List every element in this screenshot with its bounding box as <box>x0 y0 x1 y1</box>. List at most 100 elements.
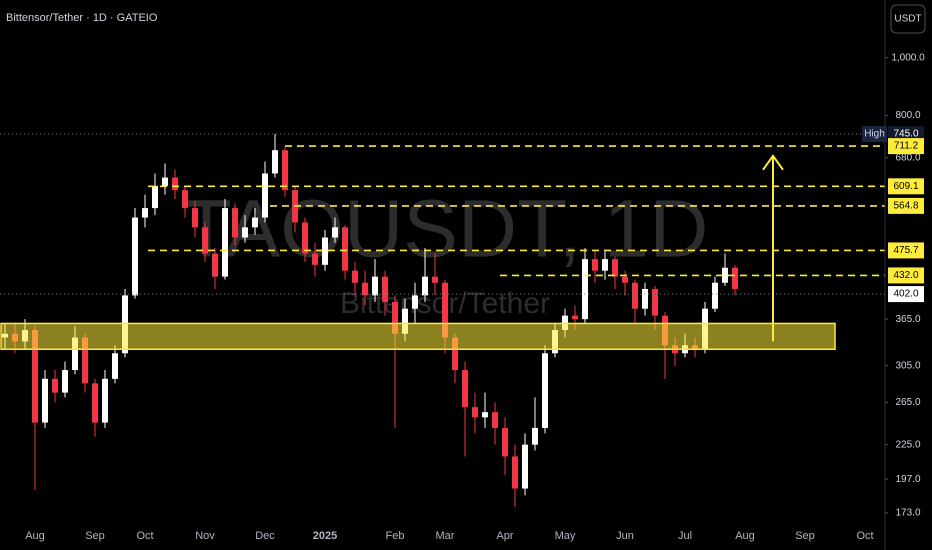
candle-body <box>272 150 278 174</box>
x-tick-label: Aug <box>25 530 45 542</box>
y-tick-label: 197.0 <box>895 474 920 485</box>
x-tick-label: Mar <box>436 530 455 542</box>
candle-body <box>422 276 428 296</box>
candle-body <box>372 276 378 296</box>
candle-body <box>82 337 88 384</box>
candle-body <box>532 427 538 445</box>
x-tick-label: Jul <box>678 530 692 542</box>
y-tick-label: 800.0 <box>895 110 920 121</box>
candle-body <box>332 227 338 238</box>
candle-body <box>232 208 238 238</box>
high-name: High <box>864 129 885 140</box>
x-tick-label: Apr <box>496 530 513 542</box>
level-label: 432.0 <box>893 270 918 281</box>
y-tick-label: 265.0 <box>895 397 920 408</box>
candle-body <box>392 301 398 334</box>
candle-body <box>492 412 498 428</box>
watermark: TAOUSDT, 1D Bittensor/Tether <box>182 184 709 320</box>
candle-body <box>592 259 598 271</box>
last-price-box <box>888 286 924 303</box>
candle-body <box>442 282 448 338</box>
x-tick-label: Aug <box>735 530 755 542</box>
x-tick-label: Dec <box>255 530 275 542</box>
level-box <box>888 138 924 155</box>
currency-button[interactable] <box>890 4 926 34</box>
candle-body <box>42 378 48 423</box>
candle-body <box>342 227 348 271</box>
x-tick-label: Feb <box>386 530 405 542</box>
plot-area <box>0 133 885 507</box>
candle-body <box>162 177 168 186</box>
candle-body <box>282 150 288 191</box>
y-tick-label: 1,000.0 <box>891 52 925 63</box>
high-value-label: 745.0 <box>893 129 918 140</box>
candle-body <box>192 208 198 228</box>
candle-body <box>522 444 528 489</box>
candle-body <box>432 276 438 283</box>
candle-body <box>612 259 618 277</box>
candle-body <box>152 185 158 209</box>
candle-body <box>252 217 258 228</box>
candle-body <box>602 259 608 271</box>
y-tick-label: 305.0 <box>895 360 920 371</box>
chart-title: Bittensor/Tether · 1D · GATEIO <box>6 12 158 24</box>
level-box <box>888 242 924 259</box>
level-box <box>888 197 924 214</box>
candle-body <box>732 267 738 289</box>
level-box <box>888 267 924 284</box>
candle-body <box>652 288 658 316</box>
candle-body <box>722 267 728 283</box>
watermark-symbol: TAOUSDT, 1D <box>182 184 709 275</box>
high-name-box <box>862 126 887 143</box>
candle-body <box>262 173 268 218</box>
candle-body <box>112 353 118 379</box>
x-tick-label: May <box>555 530 576 542</box>
candle-body <box>172 177 178 191</box>
candle-body <box>142 208 148 218</box>
candle-body <box>32 330 38 423</box>
candle-body <box>572 315 578 320</box>
x-tick-label: Oct <box>856 530 873 542</box>
high-value-box <box>888 126 924 143</box>
y-tick-label: 680.0 <box>895 152 920 163</box>
candle-body <box>402 308 408 334</box>
candle-body <box>512 456 518 489</box>
target-arrow-head <box>762 154 784 171</box>
level-label: 564.8 <box>893 201 918 212</box>
candle-body <box>352 270 358 283</box>
candle-body <box>302 222 308 254</box>
candle-body <box>242 227 248 238</box>
y-tick-label: 365.0 <box>895 314 920 325</box>
y-tick-label: 173.0 <box>895 507 920 518</box>
last-price-label: 402.0 <box>893 289 918 300</box>
candle-body <box>542 353 548 428</box>
level-box <box>888 178 924 195</box>
level-label: 475.7 <box>893 245 918 256</box>
candle-body <box>322 237 328 265</box>
candle-body <box>482 412 488 418</box>
x-tick-label: Jun <box>616 530 634 542</box>
candle-body <box>212 253 218 277</box>
candle-body <box>472 407 478 418</box>
candle-body <box>62 370 68 393</box>
x-tick-label: Nov <box>195 530 215 542</box>
x-tick-label: 2025 <box>313 530 337 542</box>
candle-body <box>132 217 138 296</box>
price-axis: 1,000.0 800.0 680.0 365.0 305.0 265.0 225.0 197… <box>862 52 925 518</box>
candle-body <box>312 253 318 265</box>
candle-body <box>52 378 58 393</box>
candle-body <box>222 208 228 277</box>
x-tick-label: Sep <box>85 530 105 542</box>
x-tick-label: Sep <box>795 530 815 542</box>
candle-body <box>452 337 458 371</box>
y-tick-label: 225.0 <box>895 439 920 450</box>
currency-label[interactable]: USDT <box>894 14 921 25</box>
x-tick-label: Oct <box>136 530 153 542</box>
candle-body <box>202 227 208 254</box>
candle-body <box>92 383 98 423</box>
candle-body <box>712 282 718 309</box>
candle-body <box>72 337 78 371</box>
candle-body <box>642 288 648 309</box>
candle-body <box>412 295 418 309</box>
